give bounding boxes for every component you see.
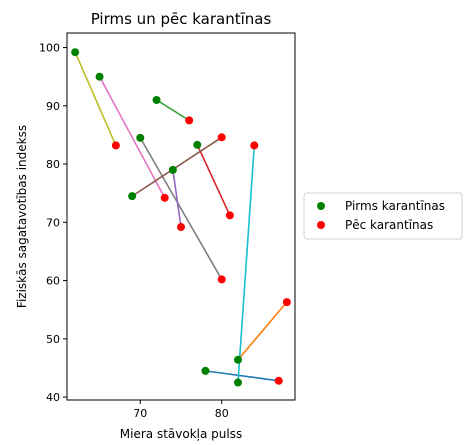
point-pec xyxy=(250,141,258,149)
connection-line xyxy=(75,52,116,145)
point-pec xyxy=(177,223,185,231)
legend-marker-pec xyxy=(317,221,325,229)
point-pec xyxy=(218,275,226,283)
chart-title: Pirms un pēc karantīnas xyxy=(91,10,272,28)
connection-line xyxy=(157,100,190,120)
x-tick-label: 70 xyxy=(133,407,147,420)
point-pirms xyxy=(234,379,242,387)
point-pirms xyxy=(201,367,209,375)
connection-line xyxy=(140,138,221,280)
legend-label-pirms: Pirms karantīnas xyxy=(345,199,445,213)
y-tick-label: 80 xyxy=(46,158,60,171)
point-pirms xyxy=(71,48,79,56)
x-axis-label: Miera stāvokļa pulss xyxy=(120,427,242,441)
y-tick-label: 40 xyxy=(46,391,60,404)
connection-lines xyxy=(75,52,287,382)
point-pirms xyxy=(234,356,242,364)
connection-line xyxy=(100,77,165,198)
y-tick-label: 50 xyxy=(46,333,60,346)
legend-marker-pirms xyxy=(317,202,325,210)
point-pirms xyxy=(193,141,201,149)
point-pirms xyxy=(169,166,177,174)
connection-line xyxy=(238,302,287,360)
y-tick-label: 70 xyxy=(46,216,60,229)
point-pec xyxy=(218,133,226,141)
y-tick-label: 100 xyxy=(39,42,60,55)
connection-line xyxy=(238,145,254,382)
point-pec xyxy=(112,141,120,149)
point-pec xyxy=(161,194,169,202)
legend-label-pec: Pēc karantīnas xyxy=(345,218,433,232)
point-pec xyxy=(275,377,283,385)
y-tick-label: 90 xyxy=(46,100,60,113)
legend: Pirms karantīnas Pēc karantīnas xyxy=(304,193,462,239)
plot-area-frame xyxy=(67,33,295,400)
x-tick-label: 80 xyxy=(215,407,229,420)
point-pec xyxy=(185,116,193,124)
connection-line xyxy=(205,371,278,381)
point-pirms xyxy=(153,96,161,104)
y-tick-label: 60 xyxy=(46,275,60,288)
point-pirms xyxy=(96,73,104,81)
point-pec xyxy=(283,298,291,306)
y-axis-label: Fiziskās sagatavotības indekss xyxy=(15,125,29,308)
point-pec xyxy=(226,211,234,219)
connection-line xyxy=(173,170,181,227)
point-pirms xyxy=(136,134,144,142)
point-pirms xyxy=(128,192,136,200)
connection-line xyxy=(197,145,230,215)
